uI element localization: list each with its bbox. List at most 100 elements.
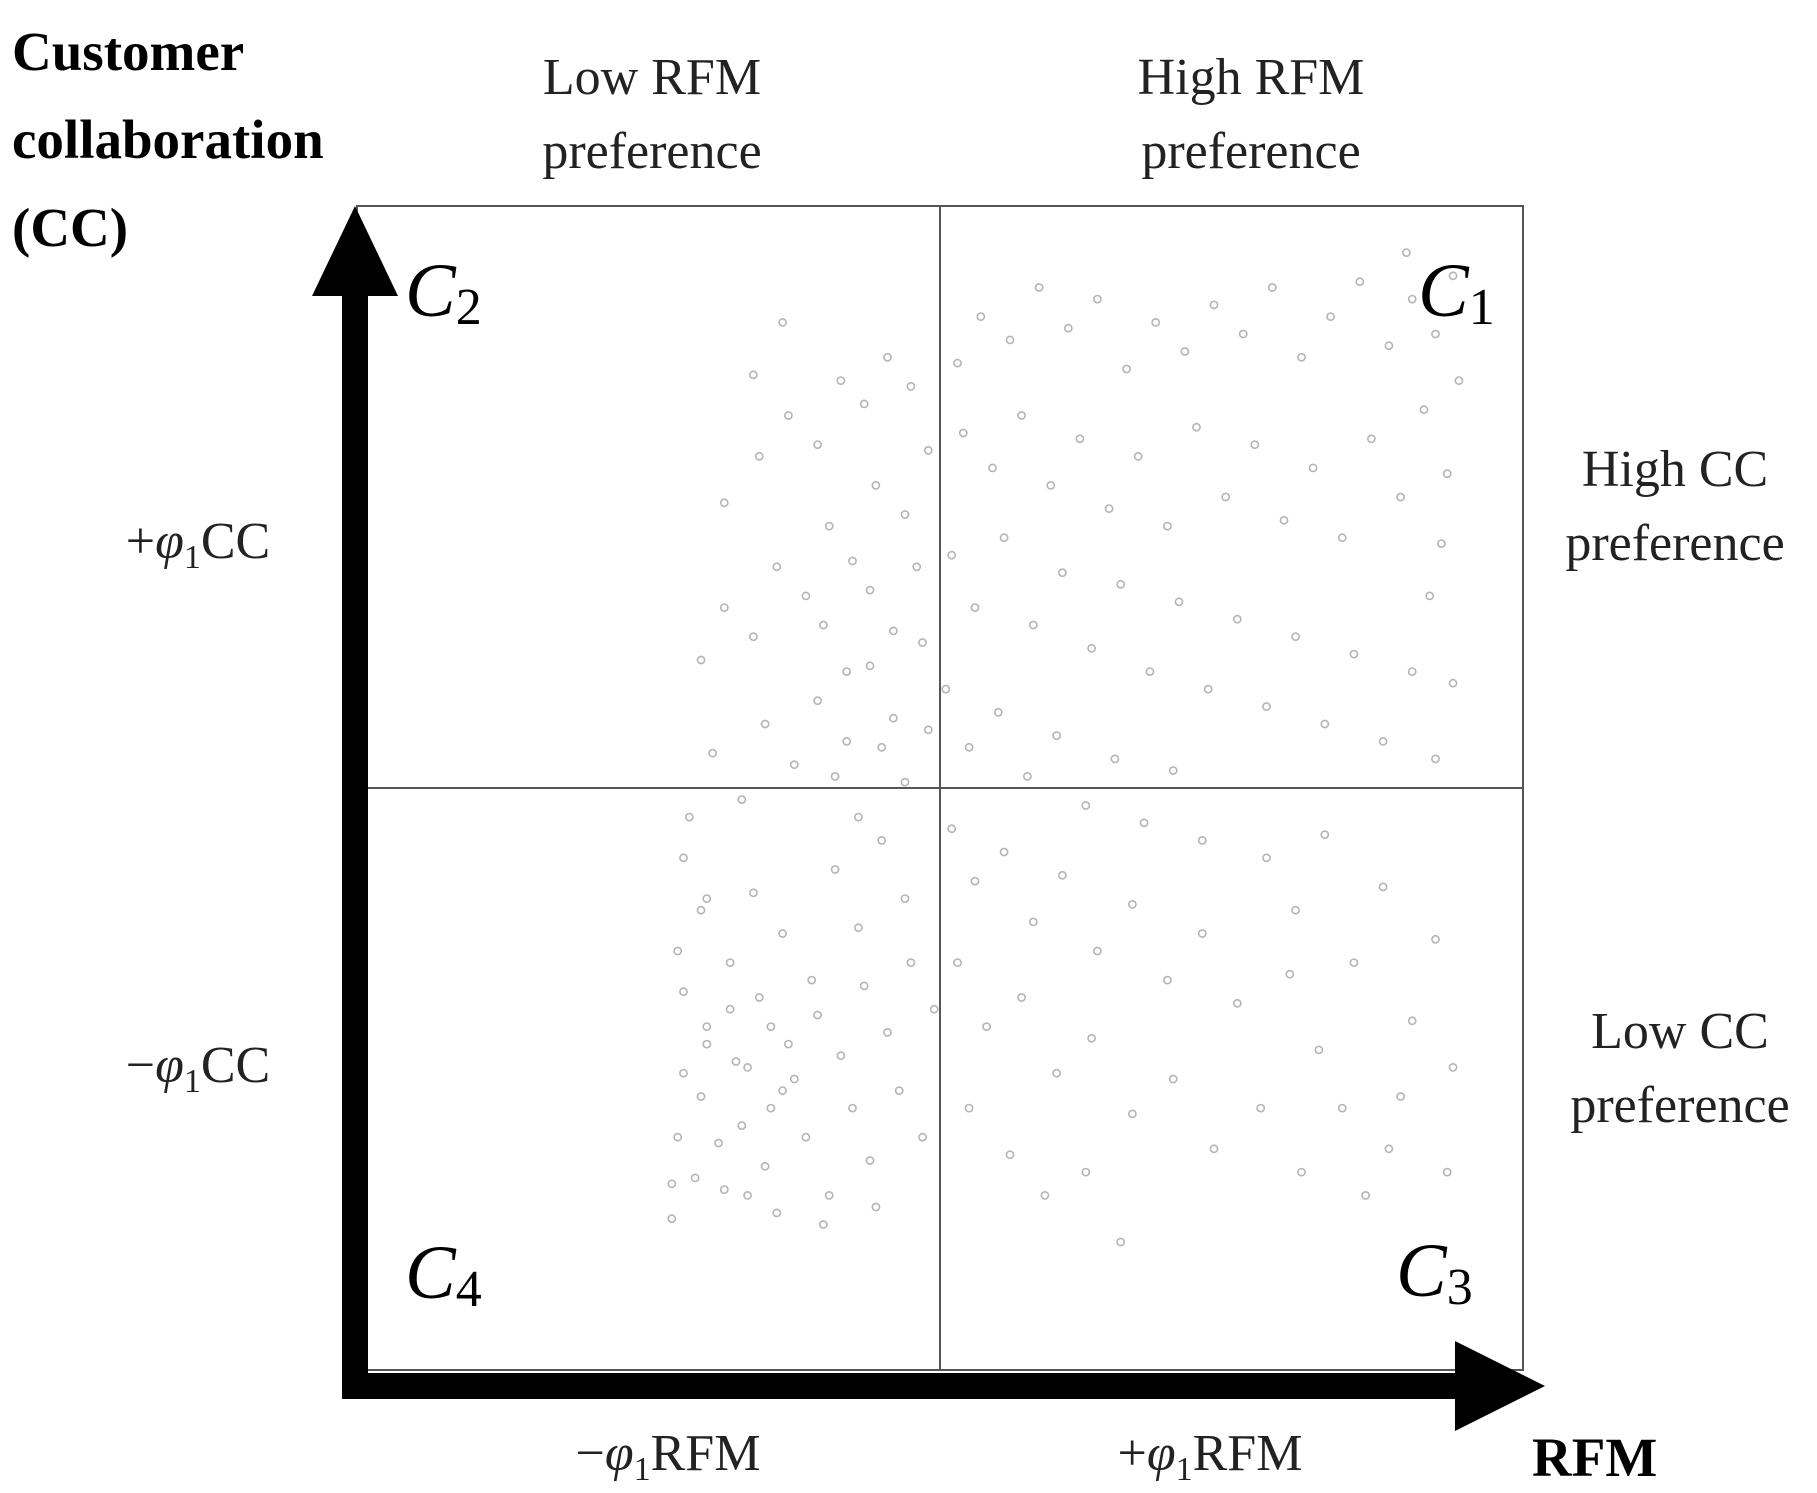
scatter-point-166 (801, 1132, 811, 1142)
scatter-point-10 (673, 946, 683, 956)
scatter-point-97 (1145, 667, 1155, 676)
scatter-point-16 (830, 865, 840, 874)
scatter-point-143 (1349, 958, 1359, 967)
scatter-point-30 (696, 655, 706, 665)
top-label-high-rfm-line-2: preference (1141, 123, 1360, 180)
scatter-point-93 (1028, 620, 1038, 630)
scatter-point-90 (947, 550, 957, 560)
scatter-point-171 (702, 1039, 712, 1049)
scatter-point-148 (1337, 1103, 1347, 1113)
scatter-point-40 (719, 498, 729, 508)
scatter-point-117 (1139, 818, 1149, 828)
scatter-point-99 (1203, 684, 1213, 694)
scatter-point-128 (1197, 929, 1207, 938)
scatter-point-57 (1151, 317, 1161, 327)
quadrant-label-c1: C1 (1418, 249, 1495, 336)
scatter-point-152 (1040, 1191, 1050, 1200)
scatter-point-22 (737, 795, 747, 804)
scatter-point-46 (883, 352, 892, 362)
scatter-point-109 (1425, 591, 1435, 601)
scatter-point-32 (749, 632, 758, 642)
quadrant-label-c2: C2 (405, 249, 482, 336)
scatter-point-29 (918, 638, 927, 647)
scatter-point-100 (1232, 614, 1242, 624)
scatter-point-75 (1104, 504, 1114, 513)
scatter-point-48 (749, 370, 758, 380)
scatter-point-196 (842, 667, 852, 676)
right-label-low-cc-line-1: Low CC (1591, 1003, 1769, 1060)
scatter-point-139 (1297, 1167, 1306, 1177)
scatter-point-25 (813, 696, 822, 706)
scatter-point-98 (1174, 597, 1184, 607)
scatter-point-102 (1291, 632, 1300, 642)
scatter-point-176 (813, 1010, 822, 1020)
scatter-point-111 (964, 742, 974, 752)
scatter-point-123 (1028, 917, 1038, 927)
right-label-high-cc-line-1: High CC (1582, 441, 1768, 498)
scatter-point-92 (999, 533, 1009, 543)
scatter-point-3 (743, 1191, 752, 1200)
scatter-point-43 (813, 440, 822, 449)
scatter-point-121 (970, 876, 980, 886)
quadrant-label-c3: C3 (1396, 1229, 1473, 1316)
scatter-point-23 (760, 719, 770, 729)
scatter-point-66 (1407, 294, 1417, 304)
scatter-point-27 (865, 661, 875, 671)
y-axis-title-line-2: collaboration (12, 109, 324, 170)
scatter-point-132 (1017, 993, 1026, 1002)
scatter-point-188 (679, 853, 688, 863)
scatter-point-129 (1232, 998, 1242, 1008)
scatter-point-8 (754, 993, 764, 1002)
scatter-point-155 (1285, 969, 1295, 979)
scatter-point-120 (947, 824, 957, 834)
scatter-point-115 (1081, 801, 1091, 810)
scatter-point-60 (1238, 329, 1248, 339)
scatter-point-74 (1075, 434, 1085, 444)
scatter-point-199 (912, 562, 922, 572)
scatter-point-190 (830, 772, 840, 781)
scatter-point-6 (702, 1022, 712, 1031)
scatter-point-35 (824, 521, 834, 531)
scatter-point-105 (1378, 737, 1388, 746)
scatter-point-161 (696, 1092, 706, 1101)
scatter-point-85 (1396, 492, 1405, 502)
scatter-point-69 (1402, 248, 1411, 257)
scatter-points (667, 248, 1464, 1247)
scatter-point-83 (1337, 533, 1347, 543)
scatter-point-71 (988, 463, 997, 473)
scatter-point-36 (848, 556, 857, 566)
scatter-point-175 (789, 1074, 799, 1084)
scatter-point-130 (953, 958, 962, 967)
scatter-point-37 (871, 480, 881, 490)
scatter-point-15 (807, 975, 817, 985)
scatter-point-147 (1448, 1063, 1458, 1072)
y-axis-title-line-1: Customer (12, 21, 244, 82)
scatter-point-81 (1279, 515, 1289, 525)
scatter-point-56 (1122, 364, 1131, 374)
scatter-point-33 (772, 562, 782, 572)
scatter-point-19 (900, 894, 910, 903)
scatter-point-177 (836, 1051, 846, 1061)
scatter-point-156 (1314, 1045, 1324, 1055)
scatter-point-108 (1448, 678, 1458, 688)
scatter-point-2 (714, 1138, 723, 1148)
scatter-point-169 (865, 1156, 875, 1165)
scatter-point-167 (824, 1191, 834, 1200)
scatter-point-172 (725, 1004, 735, 1014)
scatter-point-181 (929, 1004, 939, 1014)
scatter-point-12 (725, 958, 735, 967)
scatter-point-158 (1396, 1092, 1405, 1101)
scatter-point-61 (1267, 283, 1277, 292)
scatter-point-134 (1087, 1033, 1096, 1043)
x-tick-positive: +φ1RFM (1118, 1425, 1303, 1488)
scatter-point-53 (1034, 283, 1044, 292)
scatter-point-170 (679, 987, 688, 997)
scatter-point-94 (1058, 568, 1067, 578)
scatter-point-44 (836, 376, 846, 385)
scatter-point-145 (1407, 1016, 1417, 1026)
scatter-point-150 (964, 1103, 974, 1113)
scatter-point-9 (784, 1039, 793, 1049)
scatter-point-82 (1308, 463, 1318, 473)
scatter-point-87 (1442, 469, 1452, 479)
